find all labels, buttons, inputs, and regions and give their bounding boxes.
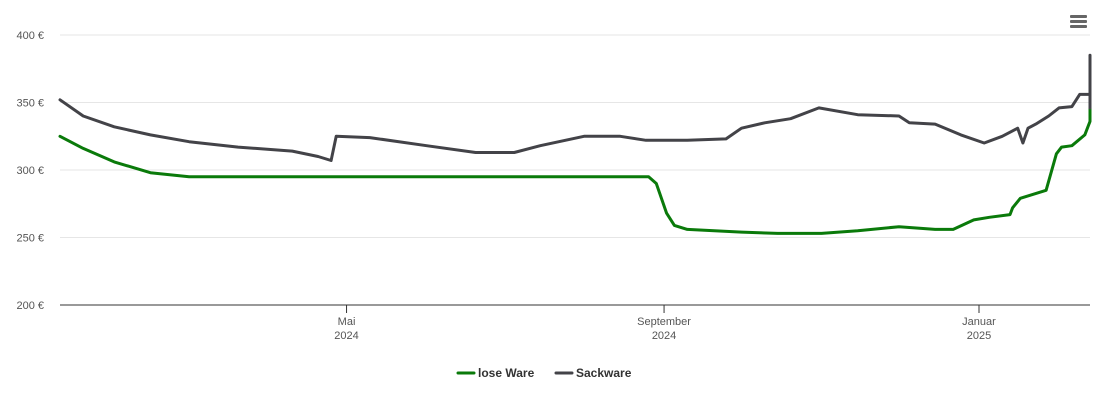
- legend-item[interactable]: Sackware: [554, 366, 632, 380]
- y-tick-label: 300 €: [16, 165, 44, 177]
- x-tick-label: September 2024: [637, 316, 691, 342]
- series-line-1[interactable]: [58, 79, 1092, 235]
- x-axis-ticks: Mai 2024 September 2024 Januar 2025: [334, 305, 996, 342]
- legend-label: Sackware: [576, 366, 632, 380]
- y-tick-label: 250 €: [16, 233, 44, 245]
- legend: lose Ware Sackware: [456, 366, 632, 380]
- legend-label: lose Ware: [478, 366, 535, 380]
- x-tick-label-line: Mai: [338, 316, 356, 328]
- grid-lines: [60, 34, 1090, 238]
- x-tick-label-line: 2024: [652, 330, 676, 342]
- hamburger-menu-icon: [1069, 15, 1087, 18]
- x-tick-label-line: Januar: [962, 316, 996, 328]
- x-tick-label-line: 2025: [967, 330, 991, 342]
- series-line-2[interactable]: [58, 53, 1092, 162]
- x-tick-label-line: September: [637, 316, 691, 328]
- y-tick-label: 350 €: [16, 98, 44, 110]
- y-tick-label: 400 €: [16, 30, 44, 42]
- chart-menu-button[interactable]: [1066, 10, 1090, 32]
- x-tick-label: Mai 2024: [334, 316, 358, 342]
- y-tick-label: 200 €: [16, 300, 44, 312]
- y-axis-ticks: 200 € 250 € 300 € 350 € 400 €: [16, 30, 44, 312]
- series-lines: [58, 53, 1092, 235]
- x-tick-label-line: 2024: [334, 330, 358, 342]
- x-tick-label: Januar 2025: [962, 316, 996, 342]
- legend-item[interactable]: lose Ware: [456, 366, 535, 380]
